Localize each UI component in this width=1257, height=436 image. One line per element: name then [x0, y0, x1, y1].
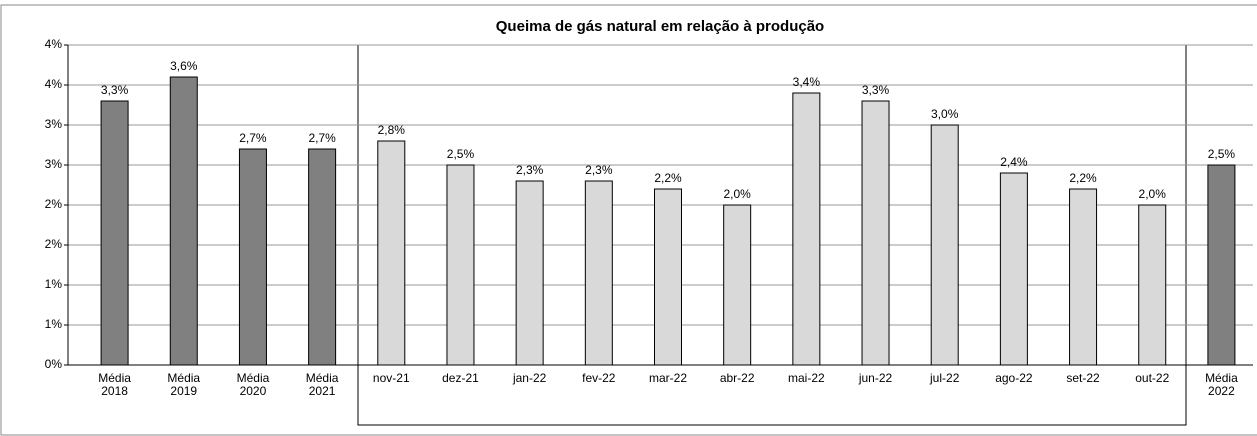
- x-tick-label: Média 2019: [167, 371, 201, 398]
- data-label: 2,7%: [239, 131, 267, 145]
- y-tick-label: 3%: [45, 157, 63, 171]
- x-tick-label: abr-22: [719, 371, 755, 385]
- bar: [999, 172, 1028, 366]
- x-tick-label: Média 2018: [98, 371, 131, 398]
- bar: [446, 164, 475, 366]
- bar: [238, 148, 267, 366]
- bar: [792, 92, 821, 366]
- bar: [308, 148, 337, 366]
- data-label: 2,4%: [1000, 155, 1028, 169]
- bar: [515, 180, 544, 366]
- y-tick-label: 3%: [45, 117, 63, 131]
- bar: [654, 188, 682, 366]
- x-tick-label: jun-22: [858, 371, 893, 385]
- y-tick-label: 0%: [45, 357, 63, 371]
- bar: [861, 100, 890, 366]
- bar: [584, 180, 613, 366]
- bar: [169, 76, 198, 366]
- data-label: 2,2%: [1069, 171, 1097, 185]
- data-label: 2,8%: [378, 123, 406, 137]
- x-tick-label: jan-22: [512, 371, 547, 385]
- bar: [930, 124, 959, 366]
- bar: [1138, 204, 1167, 366]
- data-label: 3,4%: [793, 75, 821, 89]
- x-tick-label: ago-22: [995, 371, 1033, 385]
- y-tick-label: 2%: [45, 197, 63, 211]
- data-label: 2,2%: [654, 171, 682, 185]
- chart-border: [0, 4, 1257, 436]
- data-label: 2,3%: [516, 163, 544, 177]
- period-box: [357, 44, 1187, 426]
- data-label: 2,5%: [447, 147, 475, 161]
- bar: [1207, 164, 1236, 366]
- bar: [100, 100, 129, 366]
- x-tick-label: Média 2021: [305, 371, 339, 398]
- x-tick-label: out-22: [1135, 371, 1170, 385]
- bar: [377, 140, 406, 366]
- bar: [1069, 188, 1098, 366]
- data-label: 2,5%: [1208, 147, 1236, 161]
- x-tick-label: dez-21: [442, 371, 479, 385]
- data-label: 2,0%: [1139, 187, 1167, 201]
- x-tick-label: mar-22: [648, 371, 687, 385]
- bar: [723, 204, 752, 366]
- y-tick-label: 1%: [45, 317, 63, 331]
- data-label: 2,3%: [585, 163, 613, 177]
- data-label: 3,3%: [862, 83, 890, 97]
- chart-title: Queima de gás natural em relação à produ…: [496, 18, 824, 35]
- y-tick-label: 2%: [45, 237, 63, 251]
- x-tick-label: fev-22: [582, 371, 616, 385]
- x-tick-label: set-22: [1066, 371, 1100, 385]
- x-tick-label: Média 2022: [1205, 371, 1238, 398]
- data-label: 3,0%: [931, 107, 959, 121]
- data-label: 2,0%: [723, 187, 751, 201]
- x-tick-label: mai-22: [788, 371, 825, 385]
- y-tick-label: 4%: [45, 77, 63, 91]
- x-tick-label: jul-22: [930, 371, 960, 385]
- data-label: 2,7%: [308, 131, 336, 145]
- x-tick-label: nov-21: [372, 371, 410, 385]
- x-tick-label: Média 2020: [236, 371, 270, 398]
- data-label: 3,6%: [170, 59, 198, 73]
- data-label: 3,3%: [101, 83, 129, 97]
- y-tick-label: 4%: [45, 37, 63, 51]
- y-tick-label: 1%: [45, 277, 63, 291]
